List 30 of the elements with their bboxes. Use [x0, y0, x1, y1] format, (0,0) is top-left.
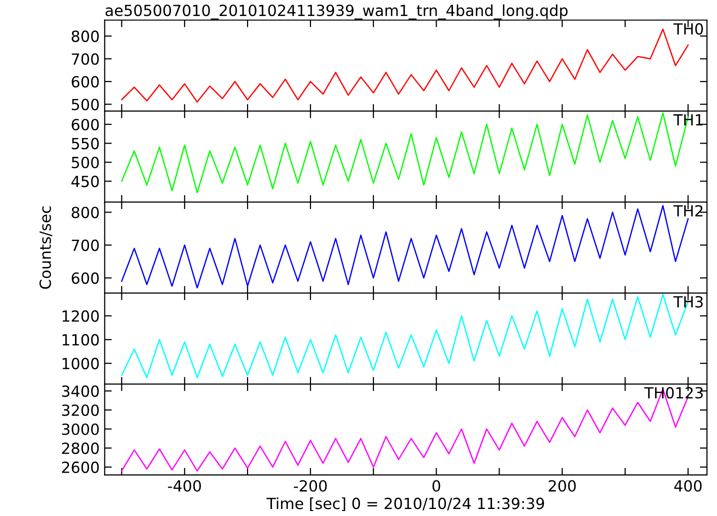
y-tick-label: 1200 — [62, 310, 99, 322]
y-tick-label: 3400 — [62, 385, 99, 397]
y-tick-label: 600 — [72, 272, 99, 284]
y-tick-label: 1100 — [62, 334, 99, 346]
series-label: TH2 — [673, 205, 702, 216]
y-tick-label: 2600 — [62, 462, 99, 474]
x-tick-label: -400 — [168, 480, 201, 492]
x-tick-label: -200 — [294, 480, 327, 492]
series-label: TH0 — [673, 23, 703, 35]
series-label: TH3 — [673, 296, 703, 308]
y-tick-label: 800 — [72, 30, 99, 42]
y-tick-label: 500 — [72, 156, 99, 168]
y-tick-label: 700 — [72, 240, 99, 252]
chart-title: ae505007010_20101024113939_wam1_trn_4band_long.qdp — [106, 4, 568, 20]
y-tick-label: 500 — [72, 98, 99, 110]
y-tick-label: 800 — [72, 206, 99, 218]
y-axis-title: Counts/sec — [39, 206, 52, 289]
y-tick-label: 550 — [72, 138, 99, 150]
x-axis-title: Time [sec] 0 = 2010/10/24 11:39:39 — [266, 497, 544, 512]
x-tick-label: 400 — [674, 480, 702, 492]
x-tick-label: 200 — [548, 480, 576, 492]
y-tick-label: 450 — [71, 176, 99, 188]
y-tick-label: 600 — [72, 118, 99, 130]
y-tick-label: 700 — [72, 53, 99, 65]
y-tick-label: 3200 — [62, 404, 99, 416]
y-tick-label: 2800 — [62, 442, 99, 454]
y-tick-label: 600 — [72, 76, 99, 88]
y-tick-label: 1000 — [62, 358, 99, 370]
y-tick-label: 3000 — [62, 423, 99, 436]
x-tick-label: 0 — [432, 480, 440, 492]
